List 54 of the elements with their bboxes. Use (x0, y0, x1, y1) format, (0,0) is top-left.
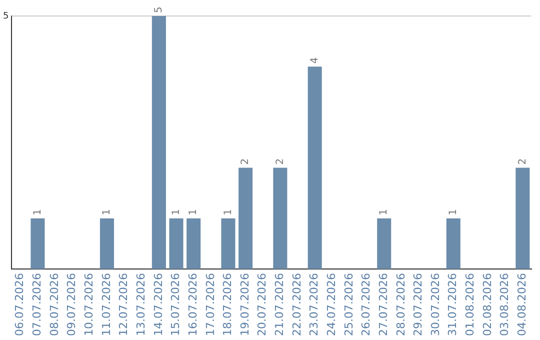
data-label: 1 (448, 209, 459, 216)
x-tick-label: 29.07.2026 (412, 273, 425, 336)
data-label: 2 (517, 158, 528, 165)
bar (169, 218, 184, 270)
x-tick-label: 09.07.2026 (65, 273, 78, 336)
x-tick-label: 20.07.2026 (256, 273, 269, 336)
x-tick-label: 23.07.2026 (308, 273, 321, 336)
x-tick-label: 04.08.2026 (516, 273, 529, 336)
x-tick-label: 02.08.2026 (480, 273, 494, 336)
bar (308, 66, 322, 270)
x-tick-label: 18.07.2026 (221, 273, 234, 336)
data-label: 2 (274, 158, 286, 165)
x-tick-label: 17.07.2026 (204, 273, 217, 336)
x-tick-label: 03.08.2026 (498, 273, 512, 336)
bar (30, 218, 45, 270)
x-tick-label: 08.07.2026 (48, 273, 61, 336)
x-tick-label: 21.07.2026 (273, 273, 286, 336)
x-tick-label: 13.07.2026 (134, 273, 148, 336)
bar (186, 218, 201, 270)
x-tick-label: 27.07.2026 (376, 273, 390, 336)
data-label: 4 (309, 57, 320, 64)
data-label: 1 (102, 209, 113, 216)
x-tick-label: 31.07.2026 (446, 273, 460, 336)
x-tick-label: 25.07.2026 (342, 273, 356, 336)
data-label: 1 (378, 209, 390, 216)
x-tick-label: 26.07.2026 (360, 273, 373, 336)
bar (221, 218, 236, 270)
data-label: 1 (222, 209, 234, 216)
data-label: 1 (32, 209, 44, 216)
bar (516, 168, 530, 270)
data-label: 5 (154, 6, 165, 13)
data-label: 1 (188, 209, 200, 216)
data-label: 1 (170, 209, 182, 216)
bar (446, 218, 460, 270)
bar (238, 168, 253, 270)
x-tick-label: 28.07.2026 (394, 273, 408, 336)
data-label: 2 (240, 158, 252, 165)
x-tick-label: 30.07.2026 (428, 273, 442, 336)
x-tick-label: 14.07.2026 (152, 273, 165, 336)
x-tick-label: 16.07.2026 (186, 273, 200, 336)
bar (273, 168, 288, 270)
x-tick-label: 01.08.2026 (464, 273, 477, 336)
x-tick-label: 12.07.2026 (117, 273, 130, 336)
x-tick-label: 24.07.2026 (325, 273, 338, 336)
x-tick-label: 11.07.2026 (100, 273, 113, 336)
bar (152, 16, 166, 270)
x-tick-label: 22.07.2026 (290, 273, 304, 336)
x-tick-label: 19.07.2026 (238, 273, 252, 336)
x-tick-label: 15.07.2026 (169, 273, 182, 336)
bar (377, 218, 392, 270)
x-tick-label: 10.07.2026 (82, 273, 96, 336)
x-tick-label: 07.07.2026 (30, 273, 44, 336)
x-tick-label: 06.07.2026 (13, 273, 26, 336)
bar (100, 218, 114, 270)
